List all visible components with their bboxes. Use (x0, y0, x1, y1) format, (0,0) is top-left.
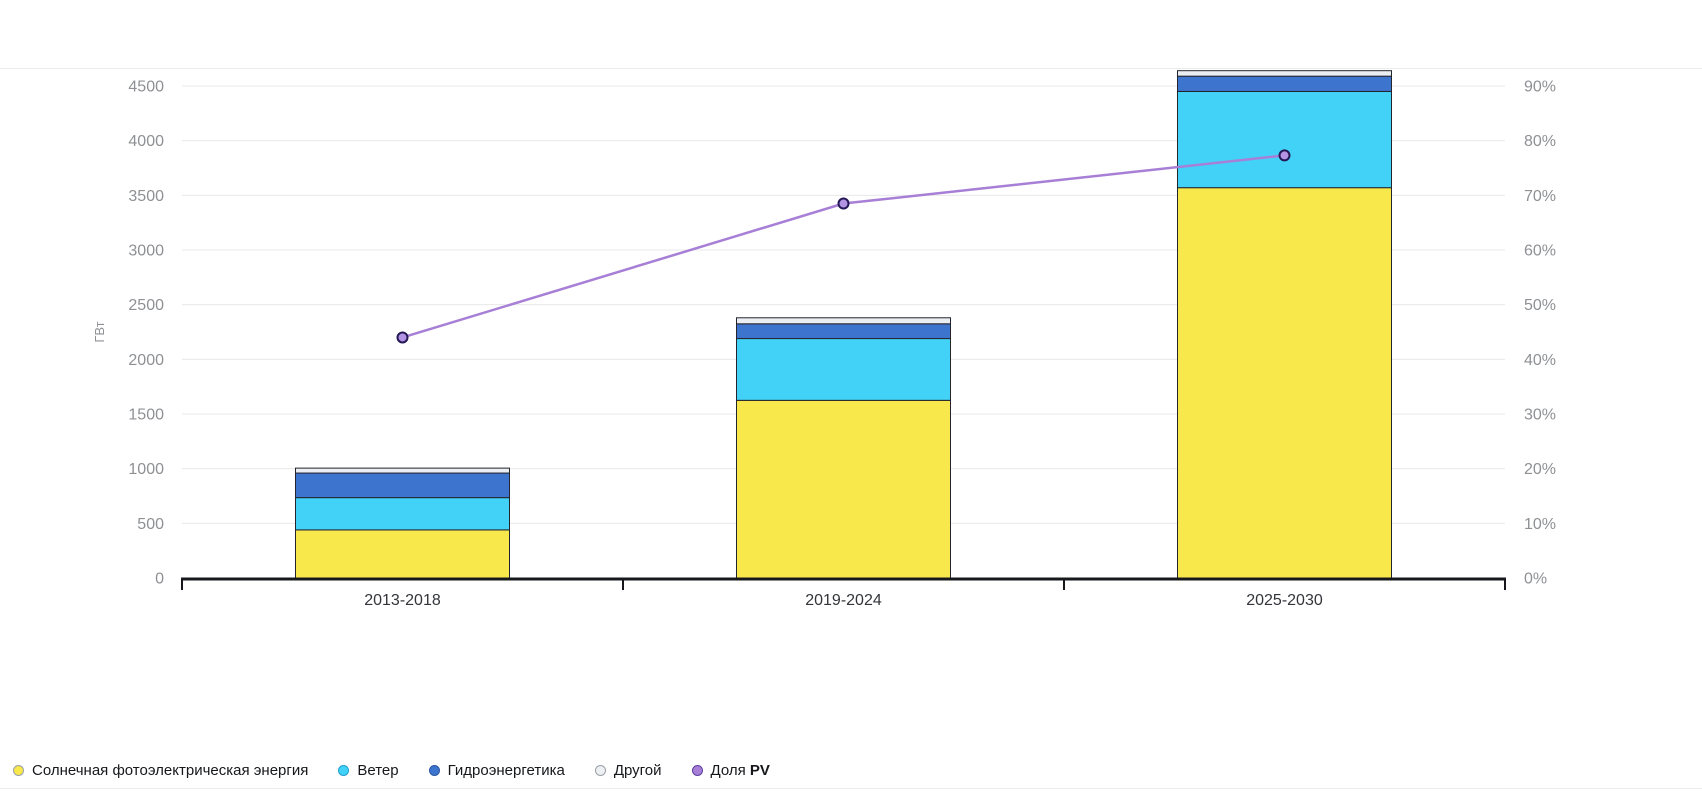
legend-label: Ветер (357, 761, 399, 779)
x-axis-category-label: 2025-2030 (1246, 592, 1323, 609)
bar-segment-hydro[interactable] (1177, 75, 1392, 92)
pv-share-marker[interactable] (837, 197, 850, 210)
left-axis-tick-label: 3500 (128, 188, 164, 205)
bar-segment-wind[interactable] (295, 497, 510, 531)
right-axis-tick-label: 30% (1524, 407, 1556, 424)
left-axis-tick-label: 500 (137, 516, 164, 533)
legend-item[interactable]: Ветер (338, 761, 399, 779)
x-axis-category-label: 2013-2018 (364, 592, 441, 609)
right-axis-tick-label: 80% (1524, 133, 1556, 150)
legend-item[interactable]: Доля PV (691, 761, 770, 779)
legend-item[interactable]: Другой (594, 761, 662, 779)
bar-segment-solar[interactable] (1177, 187, 1392, 579)
bar-segment-hydro[interactable] (736, 323, 951, 340)
legend-item[interactable]: Солнечная фотоэлектрическая энергия (13, 762, 308, 779)
combo-chart: 0 500 1000 1500 2000 2500 3000 3500 4000 4500 0% 10… (92, 70, 1556, 609)
bar-segment-solar[interactable] (736, 399, 951, 579)
pv-share-line (401, 154, 1286, 339)
left-axis-tick-label: 1000 (128, 461, 164, 478)
left-axis-tick-label: 4000 (128, 133, 164, 150)
legend-label: Другой (613, 761, 662, 779)
pv-share-marker[interactable] (396, 331, 409, 344)
bar-segment-other[interactable] (1177, 70, 1392, 77)
legend-label: Солнечная фотоэлектрическая энергия (32, 761, 309, 779)
chart-legend: Солнечная фотоэлектрическая энергия Ветер… (13, 757, 770, 783)
right-axis-tick-label: 60% (1524, 243, 1556, 260)
left-axis-tick-label: 4500 (128, 79, 164, 96)
bar-segment-wind[interactable] (1177, 90, 1392, 189)
right-axis-tick-label: 50% (1524, 297, 1556, 314)
bar-segment-other[interactable] (295, 467, 510, 474)
left-axis-tick-label: 0 (155, 571, 164, 588)
bar-segment-solar[interactable] (295, 529, 510, 579)
bar-segment-wind[interactable] (736, 338, 951, 401)
right-axis-tick-label: 70% (1524, 188, 1556, 205)
left-axis-tick-label: 2000 (128, 352, 164, 369)
x-axis-category-label: 2019-2024 (805, 592, 882, 609)
right-axis-tick-label: 10% (1524, 516, 1556, 533)
legend-swatch-icon (338, 764, 350, 776)
right-axis-tick-label: 20% (1524, 461, 1556, 478)
legend-swatch-icon (13, 764, 24, 776)
left-axis-tick-label: 3000 (128, 243, 164, 260)
pv-share-marker[interactable] (1278, 149, 1291, 162)
legend-swatch-icon (594, 764, 606, 776)
right-axis-tick-label: 40% (1524, 352, 1556, 369)
legend-label: Гидроэнергетика (447, 761, 565, 779)
right-axis-tick-label: 0% (1524, 571, 1547, 588)
bar-segment-hydro[interactable] (295, 472, 510, 499)
right-axis-tick-label: 90% (1524, 79, 1556, 96)
left-axis-tick-label: 2500 (128, 297, 164, 314)
legend-label: Доля PV (710, 761, 770, 779)
legend-swatch-icon (691, 764, 703, 776)
left-axis-tick-label: 1500 (128, 407, 164, 424)
legend-item[interactable]: Гидроэнергетика (428, 761, 565, 779)
bar-segment-other[interactable] (736, 317, 951, 325)
legend-swatch-icon (428, 764, 440, 776)
top-divider (0, 68, 1702, 69)
bottom-divider (0, 788, 1702, 789)
left-axis-title: ГВт (92, 321, 107, 342)
